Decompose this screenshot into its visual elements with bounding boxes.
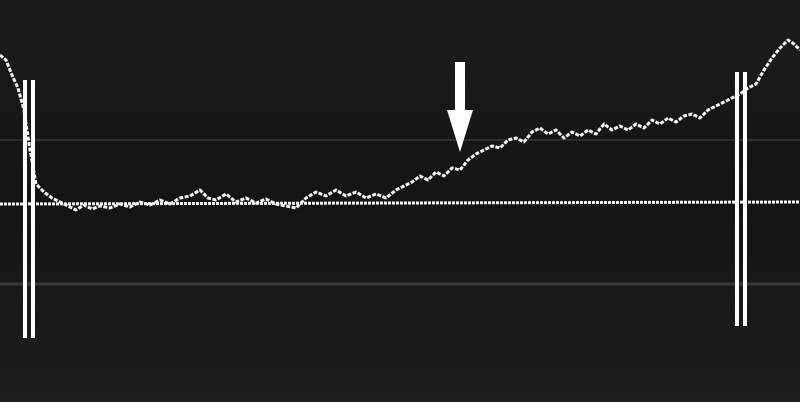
scope-screen	[0, 0, 800, 402]
marker-bar	[743, 72, 747, 326]
marker-bar	[31, 80, 35, 338]
marker-bar	[23, 80, 27, 338]
arrow-shaft	[455, 62, 465, 112]
marker-bar	[735, 72, 739, 326]
page	[0, 0, 800, 402]
